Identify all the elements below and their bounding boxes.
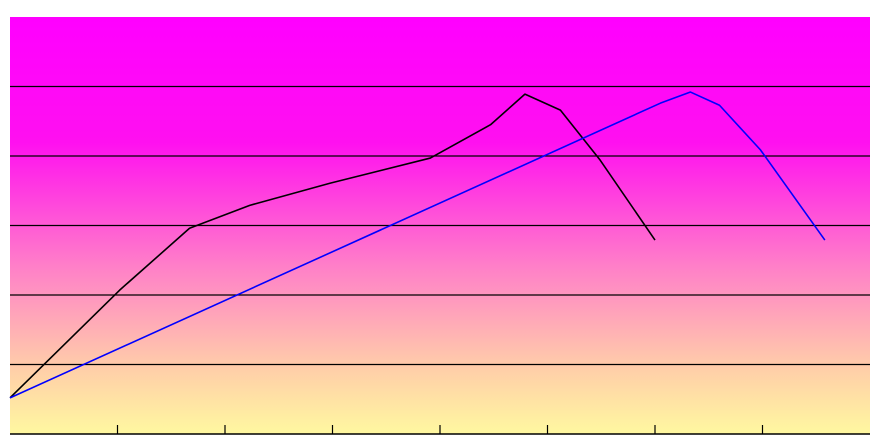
series-line bbox=[9, 93, 656, 399]
series-line bbox=[9, 91, 826, 399]
